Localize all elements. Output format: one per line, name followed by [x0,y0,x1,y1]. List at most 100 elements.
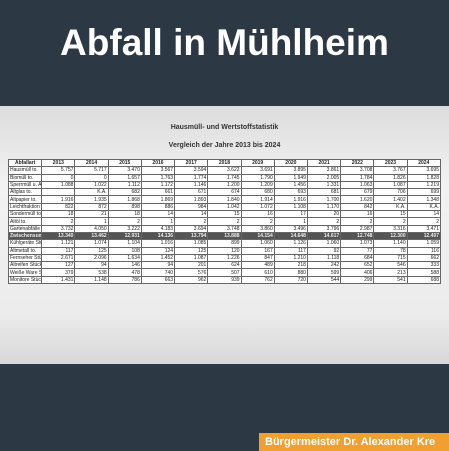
table-cell: 652 [341,262,374,269]
table-cell: 1.104 [108,240,141,247]
table-cell: 1.784 [341,174,374,181]
table-cell: 18 [42,211,75,218]
table-cell: 3.691 [241,167,274,174]
table-cell: 546 [374,262,407,269]
row-label: Altglas to. [9,189,42,196]
table-cell: 1.620 [341,196,374,203]
table-cell: 13.888 [208,232,241,239]
table-cell: 12.300 [374,232,407,239]
table-cell: 14.617 [307,232,340,239]
table-cell: 538 [75,269,108,276]
row-label: Altmetall to. [9,247,42,254]
table-cell: 1.112 [108,181,141,188]
table-cell: 120 [208,247,241,254]
table-cell: 3.496 [274,225,307,232]
table-cell: 684 [341,254,374,261]
table-cell: 0 [42,174,75,181]
column-header: 2019 [241,160,274,167]
table-cell: 117 [274,247,307,254]
table-cell: 1.868 [108,196,141,203]
table-cell: 1.073 [341,240,374,247]
table-row: Gartenabfälle to.3.7324.0503.2224.1833.6… [9,225,441,232]
table-cell: 898 [108,203,141,210]
document-title: Hausmüll- und Wertstoffstatistik [0,124,449,131]
table-cell: 3.594 [175,167,208,174]
table-cell: 762 [241,276,274,283]
table-cell: 124 [141,247,174,254]
table-cell: 786 [108,276,141,283]
table-cell: 1.016 [141,240,174,247]
table-cell: 4.050 [75,225,108,232]
table-cell: 1.745 [208,174,241,181]
table-row: Kühlgeräte Stück1.1211.0741.1041.0161.08… [9,240,441,247]
empty-cell [42,189,75,196]
column-header: 2016 [141,160,174,167]
row-label: Altpapier to. [9,196,42,203]
table-cell: 379 [42,269,75,276]
table-cell: 1.172 [141,181,174,188]
page: Abfall in Mühlheim Hausmüll- und Wertsto… [0,0,449,451]
table-cell: 2 [307,218,340,225]
table-cell: 842 [341,203,374,210]
table-cell: 3.860 [241,225,274,232]
table-cell: 77 [341,247,374,254]
table-cell: 576 [175,269,208,276]
table-cell: 92 [307,247,340,254]
table-cell: 12.931 [108,232,141,239]
table-cell: 16 [341,211,374,218]
table-cell: 13.340 [42,232,75,239]
table-cell: 13.462 [75,232,108,239]
table-cell: 1.634 [108,254,141,261]
table-cell: 17 [274,211,307,218]
table-cell: 1.869 [141,196,174,203]
table-cell: 2 [407,218,440,225]
table-cell: 3.471 [407,225,440,232]
table-cell: 671 [175,189,208,196]
table-cell: 588 [407,269,440,276]
table-cell: 984 [175,203,208,210]
row-label: Hausmüll to. [9,167,42,174]
table-cell: 146 [108,262,141,269]
table-cell: K.A. [374,203,407,210]
table-cell: 1.402 [374,196,407,203]
table-cell: 1 [75,218,108,225]
table-cell: 333 [407,262,440,269]
table-cell: 2 [175,218,208,225]
row-label: Altöl to. [9,218,42,225]
table-cell: 14 [407,211,440,218]
table-cell: 1.146 [175,181,208,188]
table-cell: 1.085 [175,240,208,247]
table-cell: 2.005 [307,174,340,181]
table-cell: 740 [141,269,174,276]
row-label: Leichtfraktion to. [9,203,42,210]
table-cell: 1.431 [42,276,75,283]
table-cell: 1.452 [141,254,174,261]
table-cell: 507 [208,269,241,276]
table-cell: 699 [407,189,440,196]
table-cell: 599 [307,269,340,276]
table-cell: 1.126 [274,240,307,247]
table-cell: 1.108 [274,203,307,210]
table-cell: 16 [241,211,274,218]
row-label: Monitore Stück [9,276,42,283]
table-cell: 1.140 [374,240,407,247]
table-cell: 610 [241,269,274,276]
table-cell: 14 [175,211,208,218]
table-cell: 14 [141,211,174,218]
table-cell: 847 [241,254,274,261]
caption: Bürgermeister Dr. Alexander Kre [259,433,449,451]
table-cell: 218 [274,262,307,269]
table-row: Weiße Ware Stück379538478740576507610880… [9,269,441,276]
table-cell: 94 [141,262,174,269]
table-cell: 3.732 [42,225,75,232]
table-cell: 662 [407,254,440,261]
table-row: Leichtfraktion to.8228728988869841.0421.… [9,203,441,210]
table-cell: 1.087 [175,254,208,261]
table-cell: 2 [108,218,141,225]
table-cell: 3.316 [374,225,407,232]
column-header: Abfallart [9,160,42,167]
table-cell: 1.088 [42,181,75,188]
